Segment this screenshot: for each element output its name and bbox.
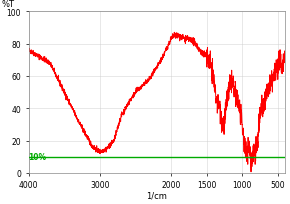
Y-axis label: %T: %T [2, 0, 15, 9]
X-axis label: 1/cm: 1/cm [146, 191, 167, 200]
Text: 10%: 10% [29, 152, 47, 161]
